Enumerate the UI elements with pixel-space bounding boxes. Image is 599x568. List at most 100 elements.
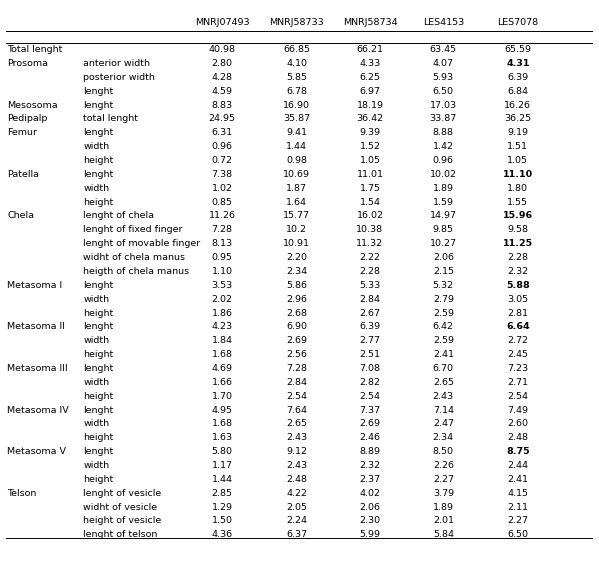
Text: 2.43: 2.43 [286, 461, 307, 470]
Text: 1.05: 1.05 [507, 156, 528, 165]
Text: lenght: lenght [83, 281, 114, 290]
Text: 7.08: 7.08 [359, 364, 380, 373]
Text: 17.03: 17.03 [429, 101, 457, 110]
Text: 1.89: 1.89 [433, 503, 454, 512]
Text: width: width [83, 142, 110, 151]
Text: MNRJ58734: MNRJ58734 [343, 18, 397, 27]
Text: 7.37: 7.37 [359, 406, 380, 415]
Text: 6.84: 6.84 [507, 87, 528, 96]
Text: 7.28: 7.28 [211, 225, 232, 235]
Text: 6.25: 6.25 [359, 73, 380, 82]
Text: 6.39: 6.39 [359, 323, 380, 331]
Text: 4.33: 4.33 [359, 59, 380, 68]
Text: 10.38: 10.38 [356, 225, 383, 235]
Text: 2.84: 2.84 [286, 378, 307, 387]
Text: 2.68: 2.68 [286, 308, 307, 318]
Text: 1.02: 1.02 [211, 184, 232, 193]
Text: 2.24: 2.24 [286, 516, 307, 525]
Text: Metasoma IV: Metasoma IV [7, 406, 69, 415]
Text: 5.84: 5.84 [433, 531, 454, 539]
Text: 1.10: 1.10 [211, 267, 232, 276]
Text: 8.13: 8.13 [211, 239, 232, 248]
Text: 1.84: 1.84 [211, 336, 232, 345]
Text: 7.38: 7.38 [211, 170, 232, 179]
Text: 7.49: 7.49 [507, 406, 528, 415]
Text: 6.78: 6.78 [286, 87, 307, 96]
Text: 2.30: 2.30 [359, 516, 380, 525]
Text: 2.47: 2.47 [433, 419, 454, 428]
Text: Total lenght: Total lenght [7, 45, 62, 54]
Text: 2.32: 2.32 [359, 461, 380, 470]
Text: 2.20: 2.20 [286, 253, 307, 262]
Text: 8.75: 8.75 [506, 447, 530, 456]
Text: 5.99: 5.99 [359, 531, 380, 539]
Text: lenght: lenght [83, 406, 114, 415]
Text: LES7078: LES7078 [497, 18, 539, 27]
Text: 4.28: 4.28 [211, 73, 232, 82]
Text: 6.64: 6.64 [506, 323, 530, 331]
Text: 2.65: 2.65 [433, 378, 454, 387]
Text: lenght of telson: lenght of telson [83, 531, 158, 539]
Text: lenght: lenght [83, 128, 114, 137]
Text: 11.32: 11.32 [356, 239, 383, 248]
Text: Metasoma II: Metasoma II [7, 323, 65, 331]
Text: width: width [83, 378, 110, 387]
Text: lenght of chela: lenght of chela [83, 211, 155, 220]
Text: 2.05: 2.05 [286, 503, 307, 512]
Text: 2.48: 2.48 [507, 433, 528, 442]
Text: Telson: Telson [7, 488, 37, 498]
Text: height: height [83, 156, 114, 165]
Text: 0.96: 0.96 [211, 142, 232, 151]
Text: 16.90: 16.90 [283, 101, 310, 110]
Text: 35.87: 35.87 [283, 115, 310, 123]
Text: 1.70: 1.70 [211, 392, 232, 400]
Text: Metasoma V: Metasoma V [7, 447, 66, 456]
Text: 11.25: 11.25 [503, 239, 533, 248]
Text: 3.79: 3.79 [432, 488, 454, 498]
Text: 5.33: 5.33 [359, 281, 380, 290]
Text: 6.50: 6.50 [433, 87, 454, 96]
Text: 2.79: 2.79 [433, 295, 454, 304]
Text: 1.42: 1.42 [433, 142, 454, 151]
Text: width: width [83, 461, 110, 470]
Text: 10.27: 10.27 [430, 239, 457, 248]
Text: 8.88: 8.88 [433, 128, 454, 137]
Text: 0.95: 0.95 [211, 253, 232, 262]
Text: 0.85: 0.85 [211, 198, 232, 207]
Text: height of vesicle: height of vesicle [83, 516, 162, 525]
Text: Pedipalp: Pedipalp [7, 115, 47, 123]
Text: 1.44: 1.44 [211, 475, 232, 484]
Text: Metasoma III: Metasoma III [7, 364, 68, 373]
Text: 9.85: 9.85 [433, 225, 454, 235]
Text: 1.17: 1.17 [211, 461, 232, 470]
Text: 2.59: 2.59 [433, 336, 454, 345]
Text: 5.86: 5.86 [286, 281, 307, 290]
Text: 1.68: 1.68 [211, 419, 232, 428]
Text: Femur: Femur [7, 128, 37, 137]
Text: posterior width: posterior width [83, 73, 155, 82]
Text: 10.69: 10.69 [283, 170, 310, 179]
Text: 2.81: 2.81 [507, 308, 528, 318]
Text: 5.32: 5.32 [432, 281, 454, 290]
Text: width: width [83, 336, 110, 345]
Text: 2.26: 2.26 [433, 461, 454, 470]
Text: 2.56: 2.56 [286, 350, 307, 359]
Text: 2.65: 2.65 [286, 419, 307, 428]
Text: Mesosoma: Mesosoma [7, 101, 58, 110]
Text: 16.26: 16.26 [504, 101, 531, 110]
Text: widht of vesicle: widht of vesicle [83, 503, 158, 512]
Text: 14.97: 14.97 [430, 211, 457, 220]
Text: 2.80: 2.80 [211, 59, 232, 68]
Text: 10.91: 10.91 [283, 239, 310, 248]
Text: 9.19: 9.19 [507, 128, 528, 137]
Text: 2.46: 2.46 [359, 433, 380, 442]
Text: height: height [83, 433, 114, 442]
Text: 2.54: 2.54 [359, 392, 380, 400]
Text: 4.10: 4.10 [286, 59, 307, 68]
Text: 3.53: 3.53 [211, 281, 232, 290]
Text: 4.95: 4.95 [211, 406, 232, 415]
Text: 2.48: 2.48 [286, 475, 307, 484]
Text: 66.21: 66.21 [356, 45, 383, 54]
Text: 36.25: 36.25 [504, 115, 531, 123]
Text: 2.82: 2.82 [359, 378, 380, 387]
